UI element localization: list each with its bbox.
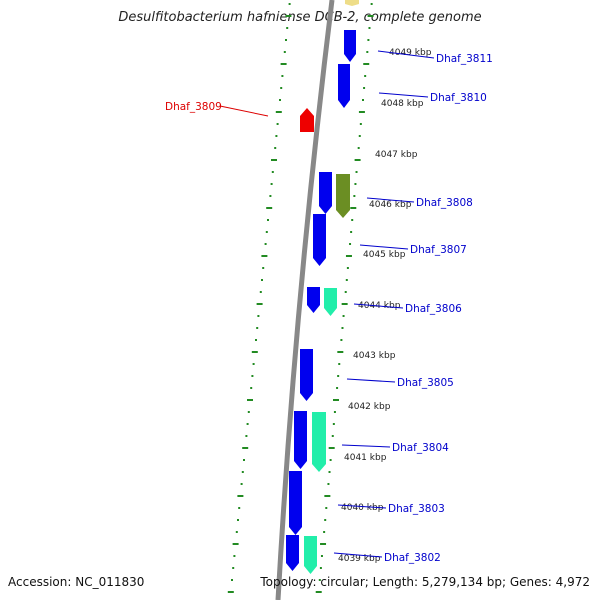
gene-label[interactable]: Dhaf_3809	[165, 101, 222, 113]
gene-leader-line	[337, 504, 387, 509]
genes-layer	[286, 0, 359, 574]
selected-gene[interactable]	[300, 108, 314, 132]
cds-gene[interactable]	[312, 412, 326, 472]
gene-leader-line	[341, 444, 391, 448]
forward-gene[interactable]	[313, 214, 326, 266]
forward-gene[interactable]	[289, 471, 302, 535]
gene-label[interactable]: Dhaf_3810	[430, 92, 487, 104]
kbp-label: 4041 kbp	[344, 453, 387, 463]
gene-leader-line	[378, 92, 429, 98]
cds-gene[interactable]	[336, 174, 350, 218]
gene-label[interactable]: Dhaf_3805	[397, 377, 454, 389]
tick-layer	[227, 3, 374, 593]
gene-leader-line	[219, 105, 269, 117]
gene-leader-line	[359, 244, 409, 250]
kbp-label: 4049 kbp	[389, 48, 432, 58]
forward-gene[interactable]	[319, 172, 332, 214]
forward-gene[interactable]	[344, 30, 356, 62]
gene-label[interactable]: Dhaf_3804	[392, 442, 449, 454]
labels-layer: 4049 kbp 4048 kbp 4047 kbp 4046 kbp 4045 kbp…	[165, 48, 493, 564]
forward-gene[interactable]	[294, 411, 307, 469]
gene-leader-line	[333, 552, 383, 558]
forward-gene[interactable]	[338, 64, 350, 108]
kbp-label: 4042 kbp	[348, 402, 391, 412]
kbp-label: 4046 kbp	[369, 200, 412, 210]
kbp-label: 4048 kbp	[381, 99, 424, 109]
accession-text: Accession: NC_011830	[8, 575, 145, 589]
gene-label[interactable]: Dhaf_3808	[416, 197, 473, 209]
forward-gene[interactable]	[286, 535, 299, 571]
gene-leader-line	[377, 50, 435, 59]
cds-gene[interactable]	[304, 536, 317, 574]
kbp-label: 4045 kbp	[363, 250, 406, 260]
gene-label[interactable]: Dhaf_3806	[405, 303, 462, 315]
cds-gene[interactable]	[324, 288, 337, 316]
gene-label[interactable]: Dhaf_3802	[384, 552, 441, 564]
gene-label[interactable]: Dhaf_3803	[388, 503, 445, 515]
genome-title: Desulfitobacterium hafniense DCB-2, comp…	[118, 10, 482, 25]
backbone-line	[275, 0, 335, 600]
kbp-label: 4040 kbp	[341, 503, 384, 513]
kbp-label: 4039 kbp	[338, 554, 381, 564]
gene-label[interactable]: Dhaf_3811	[436, 53, 493, 65]
forward-gene[interactable]	[307, 287, 320, 313]
gene-leader-line	[346, 378, 396, 383]
gene-leader-line	[366, 197, 415, 203]
kbp-label: 4043 kbp	[353, 351, 396, 361]
backbone-layer	[275, 0, 335, 600]
gene-leader-line	[353, 303, 404, 309]
cds-gene[interactable]	[345, 0, 359, 6]
topology-text: Topology: circular; Length: 5,279,134 bp…	[260, 575, 590, 589]
gene-label[interactable]: Dhaf_3807	[410, 244, 467, 256]
kbp-label: 4047 kbp	[375, 150, 418, 160]
forward-gene[interactable]	[300, 349, 313, 401]
